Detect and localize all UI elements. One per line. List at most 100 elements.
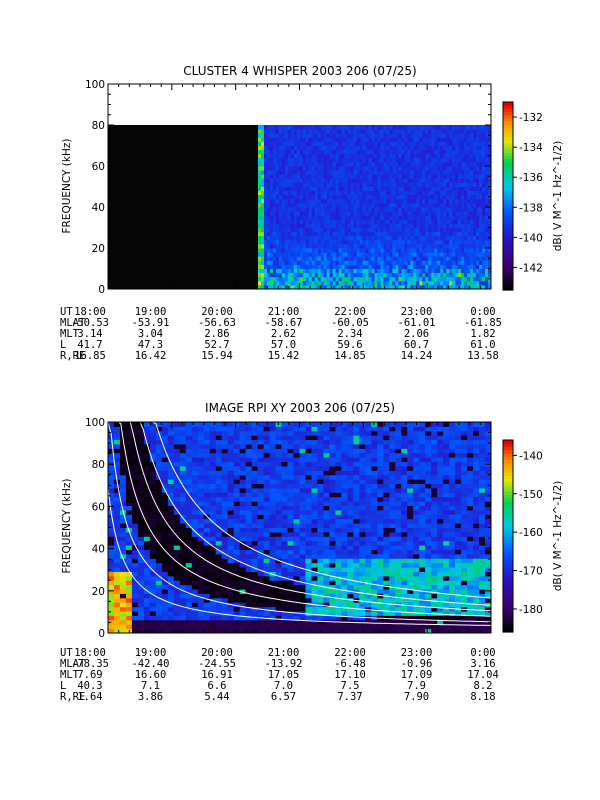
- chart2-title: IMAGE RPI XY 2003 206 (07/25): [205, 401, 395, 415]
- ephemeris-value: 22:00: [334, 647, 366, 659]
- y-tick-label: 100: [85, 79, 105, 91]
- ephemeris-value: 21:00: [268, 647, 300, 659]
- chart2-colorbar: -140 -150 -160 -170 -180 dB( V M^-1 Hz^-1/2): [502, 439, 564, 633]
- ephemeris-value: 3.86: [138, 691, 163, 703]
- colorbar-tick-label: -142: [519, 262, 543, 274]
- ephemeris-value: 3.04: [138, 328, 163, 340]
- ephemeris-value: -0.96: [401, 658, 433, 670]
- ephemeris-value: -42.40: [132, 658, 170, 670]
- ephemeris-value: 16.91: [201, 669, 233, 681]
- ephemeris-value: -78.35: [71, 658, 109, 670]
- ephemeris-value: 1.64: [77, 691, 102, 703]
- y-tick-label: 0: [98, 628, 105, 640]
- chart1-ephemeris: UT 18:00 19:00 20:00 21:00 22:00 23:00 0:00 MLAT…: [60, 306, 502, 362]
- ephemeris-value: 13.58: [467, 350, 499, 362]
- y-tick-label: 40: [92, 544, 105, 556]
- ephemeris-value: 8.2: [474, 680, 493, 692]
- y-tick-label: 80: [92, 120, 105, 132]
- colorbar-tick-label: -180: [519, 604, 543, 616]
- ephemeris-row-label: R,RE: [60, 350, 85, 362]
- chart2-axes: 0 20 40 60 80 100: [85, 417, 492, 640]
- ephemeris-value: 17.05: [268, 669, 300, 681]
- ephemeris-row-label: MLT: [60, 328, 80, 340]
- ephemeris-value: 5.44: [204, 691, 229, 703]
- ephemeris-value: -50.53: [71, 317, 109, 329]
- data-gap-region: [108, 125, 259, 289]
- y-tick-label: 100: [85, 417, 105, 429]
- ephemeris-value: 20:00: [201, 306, 233, 318]
- ephemeris-value: 18:00: [74, 306, 106, 318]
- ephemeris-value: -58.67: [265, 317, 303, 329]
- ephemeris-value: 0:00: [470, 647, 495, 659]
- ephemeris-value: 23:00: [401, 306, 433, 318]
- y-tick-label: 40: [92, 202, 105, 214]
- chart2-ylabel: FREQUENCY (kHz): [61, 479, 73, 574]
- ephemeris-row-label: UT: [60, 306, 73, 318]
- ephemeris-value: 18:00: [74, 647, 106, 659]
- ephemeris-row-label: L: [60, 680, 66, 692]
- ephemeris-value: 15.94: [201, 350, 233, 362]
- ephemeris-value: 7.0: [274, 680, 293, 692]
- chart1-axes: 0 20 40 60 80 100: [85, 79, 492, 296]
- chart1-ylabel: FREQUENCY (kHz): [61, 139, 73, 234]
- ephemeris-value: 40.3: [77, 680, 102, 692]
- ephemeris-value: 57.0: [271, 339, 296, 351]
- ephemeris-value: 0:00: [470, 306, 495, 318]
- ephemeris-row-label: L: [60, 339, 66, 351]
- ephemeris-value: 16.60: [135, 669, 167, 681]
- ephemeris-value: 3.16: [470, 658, 495, 670]
- colorbar-label: dB( V M^-1 Hz^-1/2): [552, 481, 564, 591]
- ephemeris-value: 15.42: [268, 350, 300, 362]
- ephemeris-value: 6.6: [208, 680, 227, 692]
- chart1-plot-area: [108, 125, 492, 290]
- ephemeris-value: 14.85: [334, 350, 366, 362]
- ephemeris-value: 21:00: [268, 306, 300, 318]
- ephemeris-value: 17.10: [334, 669, 366, 681]
- y-tick-label: 0: [98, 284, 105, 296]
- ephemeris-value: -24.55: [198, 658, 236, 670]
- ephemeris-value: 7.69: [77, 669, 102, 681]
- ephemeris-row-label: MLAT: [60, 317, 86, 329]
- colorbar-tick-label: -160: [519, 527, 543, 539]
- ephemeris-value: -53.91: [132, 317, 170, 329]
- ephemeris-value: 19:00: [135, 306, 167, 318]
- colorbar-tick-label: -136: [519, 172, 543, 184]
- ephemeris-value: 23:00: [401, 647, 433, 659]
- ephemeris-value: 2.06: [404, 328, 429, 340]
- chart1-title: CLUSTER 4 WHISPER 2003 206 (07/25): [183, 64, 416, 78]
- ephemeris-value: 47.3: [138, 339, 163, 351]
- ephemeris-value: 41.7: [77, 339, 102, 351]
- ephemeris-value: 22:00: [334, 306, 366, 318]
- y-tick-label: 60: [92, 161, 105, 173]
- ephemeris-value: 6.57: [271, 691, 296, 703]
- ephemeris-value: 7.9: [407, 680, 426, 692]
- colorbar-tick-label: -150: [519, 489, 543, 501]
- ephemeris-value: -60.05: [331, 317, 369, 329]
- colorbar-tick-label: -170: [519, 566, 543, 578]
- y-tick-label: 20: [92, 243, 105, 255]
- y-tick-label: 80: [92, 459, 105, 471]
- colorbar-label: dB( V M^-1 Hz^-1/2): [552, 141, 564, 251]
- ephemeris-value: 7.5: [341, 680, 360, 692]
- ephemeris-value: 2.34: [337, 328, 362, 340]
- ephemeris-value: 52.7: [204, 339, 229, 351]
- ephemeris-value: 16.85: [74, 350, 106, 362]
- ephemeris-value: 17.04: [467, 669, 499, 681]
- y-tick-label: 60: [92, 501, 105, 513]
- ephemeris-value: 20:00: [201, 647, 233, 659]
- ephemeris-value: 7.1: [141, 680, 160, 692]
- ephemeris-value: 17.09: [401, 669, 433, 681]
- ephemeris-value: 19:00: [135, 647, 167, 659]
- ephemeris-row-label: R,RE: [60, 691, 85, 703]
- colorbar-tick-label: -134: [519, 142, 543, 154]
- ephemeris-value: 1.82: [470, 328, 495, 340]
- ephemeris-value: -61.85: [464, 317, 502, 329]
- ephemeris-value: 3.14: [77, 328, 102, 340]
- ephemeris-value: 14.24: [401, 350, 433, 362]
- ephemeris-value: 59.6: [337, 339, 362, 351]
- chart2-ephemeris: UT 18:00 19:00 20:00 21:00 22:00 23:00 0:00 MLAT…: [60, 647, 499, 703]
- chart2-plot-area: [107, 421, 492, 634]
- ephemeris-value: 8.18: [470, 691, 495, 703]
- ephemeris-value: -6.48: [334, 658, 366, 670]
